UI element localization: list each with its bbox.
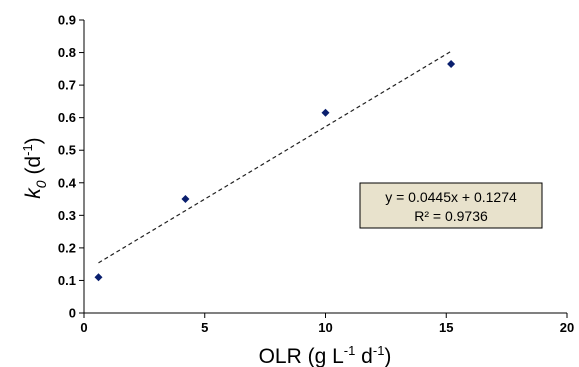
y-tick-label: 0.9 — [58, 13, 76, 28]
data-point — [447, 59, 456, 68]
r-squared: R² = 0.9736 — [414, 208, 488, 224]
trendline-equation: y = 0.0445x + 0.1274 — [385, 189, 517, 205]
data-points — [94, 59, 456, 282]
y-tick-label: 0.1 — [58, 273, 76, 288]
data-point — [321, 108, 330, 117]
equation-box: y = 0.0445x + 0.1274 R² = 0.9736 — [359, 182, 543, 229]
data-point — [181, 195, 190, 204]
x-axis-ticks: 0 5 10 15 20 — [80, 313, 574, 335]
x-tick-label: 15 — [439, 320, 453, 335]
y-tick-label: 0 — [69, 306, 76, 321]
x-tick-label: 20 — [560, 320, 574, 335]
data-point — [94, 273, 103, 282]
y-axis-ticks: 0 0.1 0.2 0.3 0.4 0.5 0.6 0.7 0.8 0.9 — [58, 13, 84, 321]
x-tick-label: 0 — [80, 320, 87, 335]
trendline — [98, 50, 452, 264]
x-tick-label: 5 — [201, 320, 208, 335]
x-axis-title: OLR (g L-1 d-1) — [259, 343, 392, 367]
y-axis-title: k0 (d-1) — [20, 137, 49, 198]
y-tick-label: 0.6 — [58, 110, 76, 125]
y-tick-label: 0.2 — [58, 240, 76, 255]
y-tick-label: 0.8 — [58, 45, 76, 60]
y-tick-label: 0.7 — [58, 78, 76, 93]
equation-box-background — [359, 182, 543, 229]
y-tick-label: 0.3 — [58, 208, 76, 223]
y-tick-label: 0.4 — [58, 175, 77, 190]
y-tick-label: 0.5 — [58, 143, 76, 158]
x-tick-label: 10 — [318, 320, 332, 335]
